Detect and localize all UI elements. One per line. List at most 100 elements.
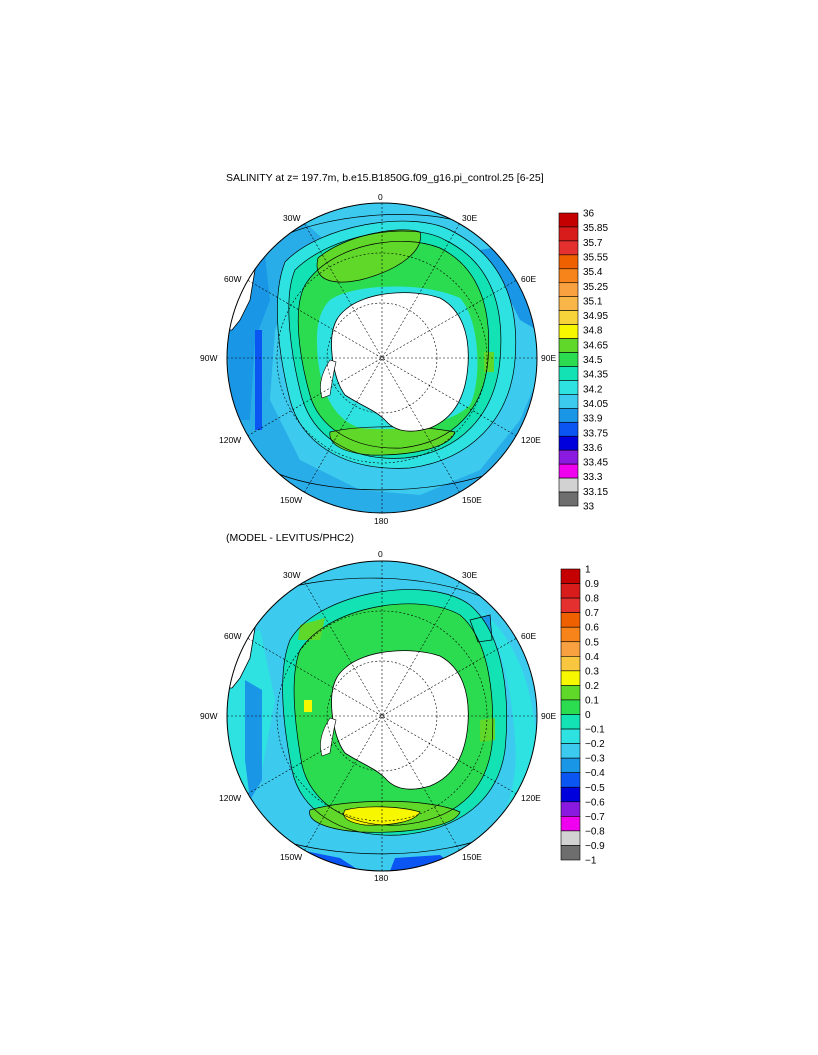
difference-colorbar: 1 0.9 0.8 0.7 0.6 0.5 0.4 0.3 0.2 0.1 0 −0.1 −0.2 −0.… (560, 565, 605, 867)
colorbar-label: 33.75 (583, 428, 608, 439)
colorbar-swatch (560, 845, 581, 861)
colorbar-label: 33.15 (583, 487, 608, 498)
lon-label-180: 180 (374, 873, 389, 883)
colorbar-swatch (558, 366, 579, 381)
lon-label-90e: 90E (541, 353, 557, 363)
colorbar-label: −0.9 (585, 841, 605, 852)
colorbar-swatch (560, 612, 581, 628)
colorbar-label: 34.35 (583, 370, 608, 381)
colorbar-swatch (560, 757, 581, 774)
colorbar-label: 33.45 (583, 458, 608, 469)
lon-label-90w: 90W (200, 353, 218, 363)
colorbar-swatch (558, 338, 579, 353)
colorbar-label: 0.9 (585, 579, 599, 590)
colorbar-label: 0 (585, 710, 591, 721)
colorbar-swatch (560, 568, 581, 584)
colorbar-label: −0.4 (585, 768, 605, 779)
lon-label-180: 180 (374, 516, 389, 526)
colorbar-swatch (560, 685, 581, 701)
colorbar-swatch (558, 477, 579, 493)
colorbar-swatch (560, 786, 581, 803)
lon-label-60e: 60E (521, 274, 537, 284)
lon-label-120w: 120W (219, 793, 242, 803)
colorbar-label: 34.8 (583, 326, 603, 337)
map-title-salinity: SALINITY at z= 197.7m, b.e15.B1850G.f09_… (226, 172, 544, 184)
colorbar-label: 35.85 (583, 223, 608, 234)
colorbar-swatch (558, 310, 579, 325)
colorbar-swatch (558, 240, 579, 256)
colorbar-label: 34.05 (583, 399, 608, 410)
colorbar-label: 33.9 (583, 414, 603, 425)
lon-label-30e: 30E (462, 570, 478, 580)
colorbar-label: 35.1 (583, 296, 603, 307)
lon-label-120e: 120E (521, 435, 541, 445)
colorbar-swatch (560, 597, 581, 613)
colorbar-swatch (560, 714, 581, 730)
colorbar-swatch (558, 212, 579, 228)
colorbar-swatch (558, 324, 579, 339)
colorbar-label: 0.8 (585, 594, 599, 605)
colorbar-swatch (558, 491, 579, 507)
colorbar-swatch (560, 743, 581, 759)
colorbar-swatch (560, 830, 581, 846)
colorbar-label: 34.2 (583, 384, 603, 395)
colorbar-swatch (558, 268, 579, 284)
colorbar-label: 0.1 (585, 695, 599, 706)
colorbar-label: 34.95 (583, 311, 608, 322)
lon-label-30e: 30E (462, 213, 478, 223)
lon-label-30w: 30W (283, 570, 301, 580)
colorbar-label: 0.5 (585, 637, 599, 648)
colorbar-swatch (560, 670, 581, 686)
colorbar-label: 35.55 (583, 252, 608, 263)
colorbar-label: 0.4 (585, 652, 599, 663)
colorbar-swatch (560, 655, 581, 672)
colorbar-label: −0.3 (585, 754, 605, 765)
colorbar-label: −0.5 (585, 783, 605, 794)
colorbar-swatch (558, 394, 579, 409)
salinity-map (226, 202, 538, 514)
lon-label-0: 0 (378, 192, 383, 202)
lon-label-90e: 90E (541, 711, 557, 721)
lon-label-60e: 60E (521, 631, 537, 641)
colorbar-label: 0.7 (585, 608, 599, 619)
colorbar-swatch (558, 254, 579, 270)
colorbar-swatch (560, 801, 581, 817)
colorbar-label: 0.3 (585, 666, 599, 677)
colorbar-swatch (558, 421, 579, 437)
colorbar-swatch (558, 282, 579, 298)
colorbar-label: 33.6 (583, 443, 603, 454)
colorbar-swatch (558, 449, 579, 465)
lon-label-120w: 120W (219, 435, 242, 445)
salinity-colorbar: 36 35.85 35.7 35.55 35.4 35.25 35.1 34.95 34.8 34… (558, 209, 608, 513)
colorbar-label: −0.2 (585, 739, 605, 750)
colorbar-label: 35.7 (583, 238, 603, 249)
colorbar-swatch (560, 772, 581, 788)
lon-label-90w: 90W (200, 711, 218, 721)
lon-label-150w: 150W (280, 852, 303, 862)
lon-label-150w: 150W (280, 495, 303, 505)
colorbar-label: −0.1 (585, 725, 605, 736)
colorbar-label: 34.65 (583, 340, 608, 351)
colorbar-label: 33.3 (583, 472, 603, 483)
colorbar-swatch (560, 699, 581, 715)
lon-label-60w: 60W (224, 631, 242, 641)
colorbar-label: −1 (585, 856, 597, 867)
colorbar-swatch (560, 816, 581, 832)
colorbar-label: 0.6 (585, 623, 599, 634)
colorbar-label: 34.5 (583, 355, 603, 366)
colorbar-swatch (558, 408, 579, 423)
lon-label-120e: 120E (521, 793, 541, 803)
colorbar-label: −0.8 (585, 826, 605, 837)
colorbar-label: −0.7 (585, 812, 605, 823)
colorbar-swatch (560, 728, 581, 744)
colorbar-swatch (560, 583, 581, 599)
colorbar-label: 1 (585, 565, 591, 576)
colorbar-label: 36 (583, 209, 595, 220)
lon-label-150e: 150E (462, 852, 482, 862)
colorbar-swatch (558, 352, 579, 367)
colorbar-label: −0.6 (585, 797, 605, 808)
map-title-difference: (MODEL - LEVITUS/PHC2) (226, 532, 354, 544)
colorbar-swatch (558, 226, 579, 242)
colorbar-swatch (558, 435, 579, 451)
